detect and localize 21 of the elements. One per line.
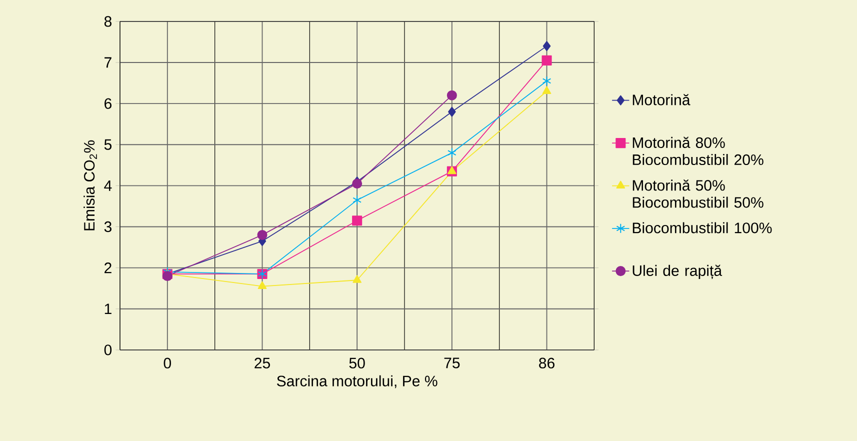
legend-label: Motorină 80% Biocombustibil 20%	[632, 136, 764, 165]
legend-label: Motorină	[632, 94, 690, 106]
x-tick-label: 25	[254, 358, 270, 368]
y-tick-label: 0	[104, 344, 112, 356]
y-tick-label: 8	[104, 16, 112, 27]
y-tick-label: 6	[104, 98, 112, 109]
legend-label: Ulei de rapiță	[632, 264, 722, 279]
y-tick-label: 7	[104, 57, 112, 68]
x-tick-label: 50	[349, 358, 365, 368]
legend-label: Motorină 50% Biocombustibil 50%	[632, 179, 764, 208]
legend-label: Biocombustibil 100%	[632, 222, 772, 234]
y-tick-label: 4	[104, 180, 112, 191]
x-tick-label: 0	[164, 358, 171, 368]
x-tick-label: 86	[539, 358, 554, 368]
x-tick-label: 75	[444, 358, 460, 368]
y-tick-label: 3	[104, 221, 112, 232]
y-axis-title: Emisia CO$_{2}$%	[84, 140, 97, 230]
y-tick-label: 5	[104, 139, 112, 150]
y-tick-label: 1	[104, 304, 112, 314]
x-axis-title: Sarcina motorului, Pe %	[276, 375, 438, 388]
y-tick-label: 2	[104, 262, 112, 273]
